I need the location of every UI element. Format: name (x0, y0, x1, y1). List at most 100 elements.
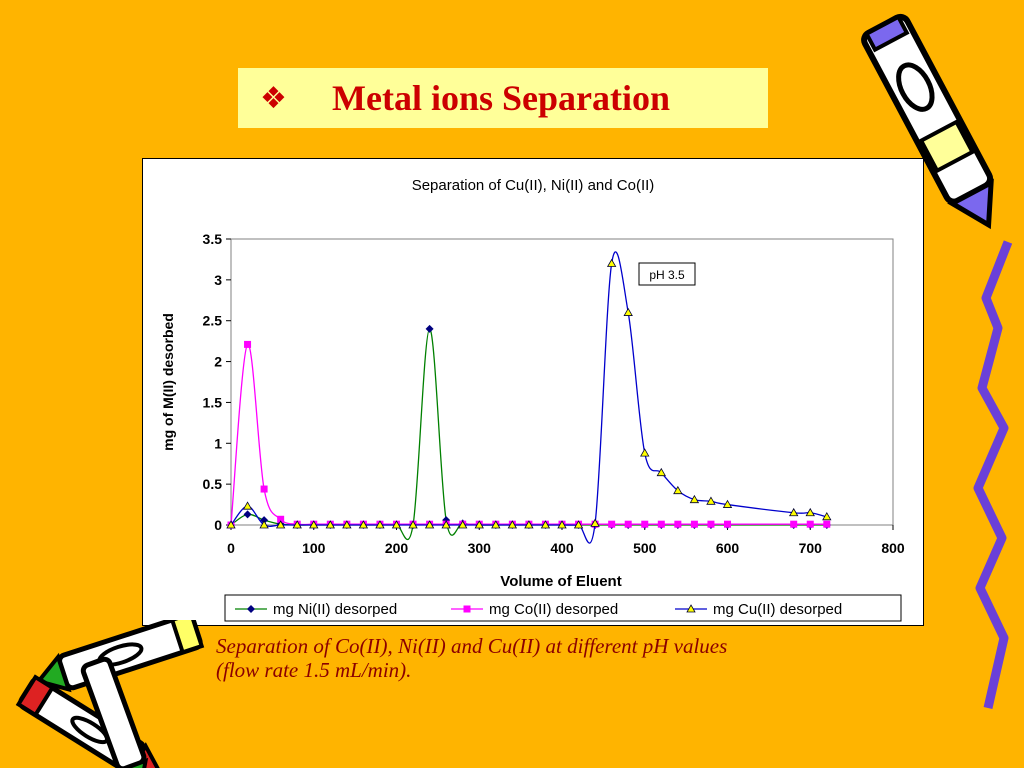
squiggle-line-icon (973, 240, 1013, 710)
data-point (689, 494, 700, 504)
data-point (640, 448, 650, 457)
chart-svg: Separation of Cu(II), Ni(II) and Co(II) … (160, 177, 905, 622)
y-axis: 0 0.5 1 1.5 2 2.5 3 3.5 (203, 231, 231, 533)
data-point (275, 520, 286, 529)
data-point (260, 485, 268, 493)
slide-title-box: ❖ Metal ions Separation (238, 68, 768, 128)
data-point (507, 520, 518, 529)
legend-label: mg Ni(II) desorped (273, 601, 397, 618)
legend-label: mg Cu(II) desorped (713, 601, 842, 618)
data-point (458, 520, 468, 529)
data-point (674, 520, 682, 528)
y-tick-label: 1 (214, 435, 222, 451)
x-axis: 0 100 200 300 400 500 600 700 800 (227, 525, 905, 556)
data-point (474, 520, 484, 529)
legend: mg Ni(II) desorped mg Co(II) desorped mg C… (224, 594, 902, 622)
data-point (641, 520, 649, 528)
y-tick-label: 1.5 (203, 394, 223, 410)
data-point (606, 258, 617, 267)
data-point (823, 520, 831, 528)
x-tick-label: 300 (468, 540, 492, 556)
legend-item: mg Cu(II) desorped (675, 601, 842, 618)
data-point (690, 520, 698, 528)
data-point (259, 520, 269, 529)
legend-marker (463, 605, 471, 613)
caption-line-2: (flow rate 1.5 mL/min). (216, 658, 412, 682)
y-tick-label: 0 (214, 517, 222, 533)
data-point (724, 520, 731, 528)
data-point (325, 520, 335, 529)
series-3 (226, 251, 832, 544)
x-tick-label: 500 (633, 540, 657, 556)
x-tick-label: 600 (716, 540, 740, 556)
chart-title: Separation of Cu(II), Ni(II) and Co(II) (412, 177, 655, 194)
series-line (230, 328, 827, 541)
y-axis-label: mg of M(II) desorbed (160, 313, 176, 451)
data-point (624, 520, 632, 528)
data-point (226, 520, 236, 529)
data-point (244, 340, 252, 348)
data-point (441, 520, 451, 529)
x-tick-label: 0 (227, 540, 235, 556)
data-point (540, 520, 551, 529)
x-tick-label: 400 (550, 540, 574, 556)
legend-item: mg Ni(II) desorped (235, 601, 397, 618)
data-point (657, 520, 665, 528)
legend-label: mg Co(II) desorped (489, 601, 618, 618)
data-point (707, 520, 715, 528)
data-point (557, 520, 567, 529)
plot-area (230, 238, 894, 526)
data-point (425, 324, 434, 333)
data-point (722, 499, 733, 508)
data-point (242, 501, 253, 510)
data-point (309, 520, 319, 529)
data-point (590, 518, 600, 527)
x-tick-label: 200 (385, 540, 409, 556)
data-point (806, 520, 814, 528)
data-point (424, 520, 435, 529)
y-tick-label: 3.5 (203, 231, 223, 247)
data-point (608, 520, 616, 528)
data-point (656, 467, 666, 477)
legend-item: mg Co(II) desorped (451, 601, 618, 618)
y-tick-label: 2.5 (203, 313, 223, 329)
data-point (260, 516, 269, 525)
y-tick-label: 0.5 (203, 476, 223, 492)
y-tick-label: 3 (214, 272, 222, 288)
legend-marker (247, 605, 255, 613)
data-point (524, 520, 534, 529)
crayon-right-top-icon (861, 13, 994, 230)
data-point (822, 512, 832, 521)
series-line (230, 251, 827, 544)
series-1 (227, 324, 831, 541)
y-tick-label: 2 (214, 354, 222, 370)
data-point (442, 516, 451, 525)
data-point (358, 520, 369, 529)
slide-caption: Separation of Co(II), Ni(II) and Cu(II) … (216, 634, 916, 682)
annotation-box: pH 3.5 (638, 262, 696, 286)
data-point (292, 520, 302, 529)
annotation-text: pH 3.5 (649, 268, 685, 282)
data-point (623, 307, 633, 316)
data-point (805, 507, 815, 517)
chart-container: Separation of Cu(II), Ni(II) and Co(II) … (142, 158, 924, 626)
data-point (706, 496, 716, 505)
x-axis-label: Volume of Eluent (500, 573, 621, 590)
slide-title: Metal ions Separation (332, 78, 670, 118)
data-point (277, 515, 285, 523)
x-tick-label: 700 (799, 540, 823, 556)
data-point (673, 485, 683, 495)
data-point (243, 510, 252, 519)
series-layer (226, 251, 832, 544)
data-point (375, 520, 385, 529)
data-point (790, 520, 798, 528)
x-tick-label: 800 (881, 540, 905, 556)
crayons-bottom-left-icon (15, 620, 205, 768)
x-tick-label: 100 (302, 540, 326, 556)
series-line (230, 343, 827, 526)
data-point (573, 520, 584, 529)
data-point (789, 507, 799, 517)
data-point (391, 520, 402, 529)
series-2 (227, 340, 831, 529)
data-point (342, 520, 352, 529)
